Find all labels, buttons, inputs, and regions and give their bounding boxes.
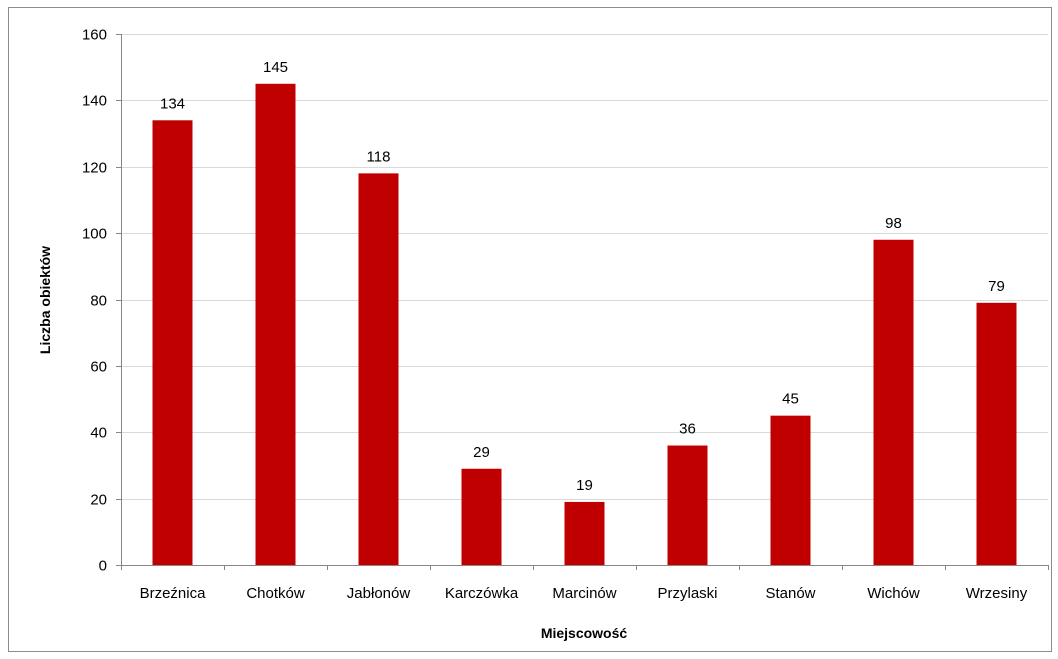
x-tick-label: Marcinów xyxy=(552,585,616,602)
y-tick-label: 20 xyxy=(90,492,107,509)
y-tick-labels: 0 20 40 60 80 100 120 140 160 xyxy=(82,27,107,575)
bar xyxy=(461,468,502,565)
data-label: 98 xyxy=(885,215,902,232)
x-tick-labels: Brzeźnica Chotków Jabłonów Karczówka Marcinó… xyxy=(140,585,1028,602)
x-tick-label: Chotków xyxy=(246,585,305,602)
axes xyxy=(116,34,1049,570)
x-tick-label: Wrzesiny xyxy=(966,585,1028,602)
bar xyxy=(564,501,605,565)
x-tick-label: Jabłonów xyxy=(347,585,411,602)
bar xyxy=(255,83,296,565)
y-axis-title: Liczba obiektów xyxy=(37,246,53,354)
data-label: 45 xyxy=(782,391,799,408)
x-tick-label: Brzeźnica xyxy=(140,585,207,602)
bars xyxy=(152,83,1017,565)
data-label: 79 xyxy=(988,278,1005,295)
y-tick-label: 160 xyxy=(82,27,107,44)
bar xyxy=(873,239,914,565)
y-tick-label: 120 xyxy=(82,160,107,177)
y-tick-label: 140 xyxy=(82,93,107,110)
x-tick-label: Karczówka xyxy=(445,585,519,602)
y-tick-label: 80 xyxy=(90,293,107,310)
x-axis-title: Miejscowość xyxy=(541,625,628,641)
y-tick-label: 0 xyxy=(99,558,107,575)
bar xyxy=(152,120,193,565)
data-label: 19 xyxy=(576,477,593,494)
bar xyxy=(358,173,399,565)
bar xyxy=(976,302,1017,565)
bar xyxy=(770,415,811,565)
data-label: 118 xyxy=(367,148,391,165)
bar xyxy=(667,445,708,565)
y-tick-label: 100 xyxy=(82,226,107,243)
data-label: 29 xyxy=(473,444,490,461)
data-label: 36 xyxy=(679,421,696,438)
y-tick-label: 40 xyxy=(90,425,107,442)
data-label: 134 xyxy=(160,95,185,112)
data-label: 145 xyxy=(263,59,288,76)
x-tick-label: Stanów xyxy=(765,585,815,602)
x-tick-label: Przylaski xyxy=(657,585,717,602)
x-tick-label: Wichów xyxy=(867,585,920,602)
y-tick-label: 60 xyxy=(90,359,107,376)
data-labels: 134 145 118 29 19 36 45 98 79 xyxy=(160,59,1005,494)
